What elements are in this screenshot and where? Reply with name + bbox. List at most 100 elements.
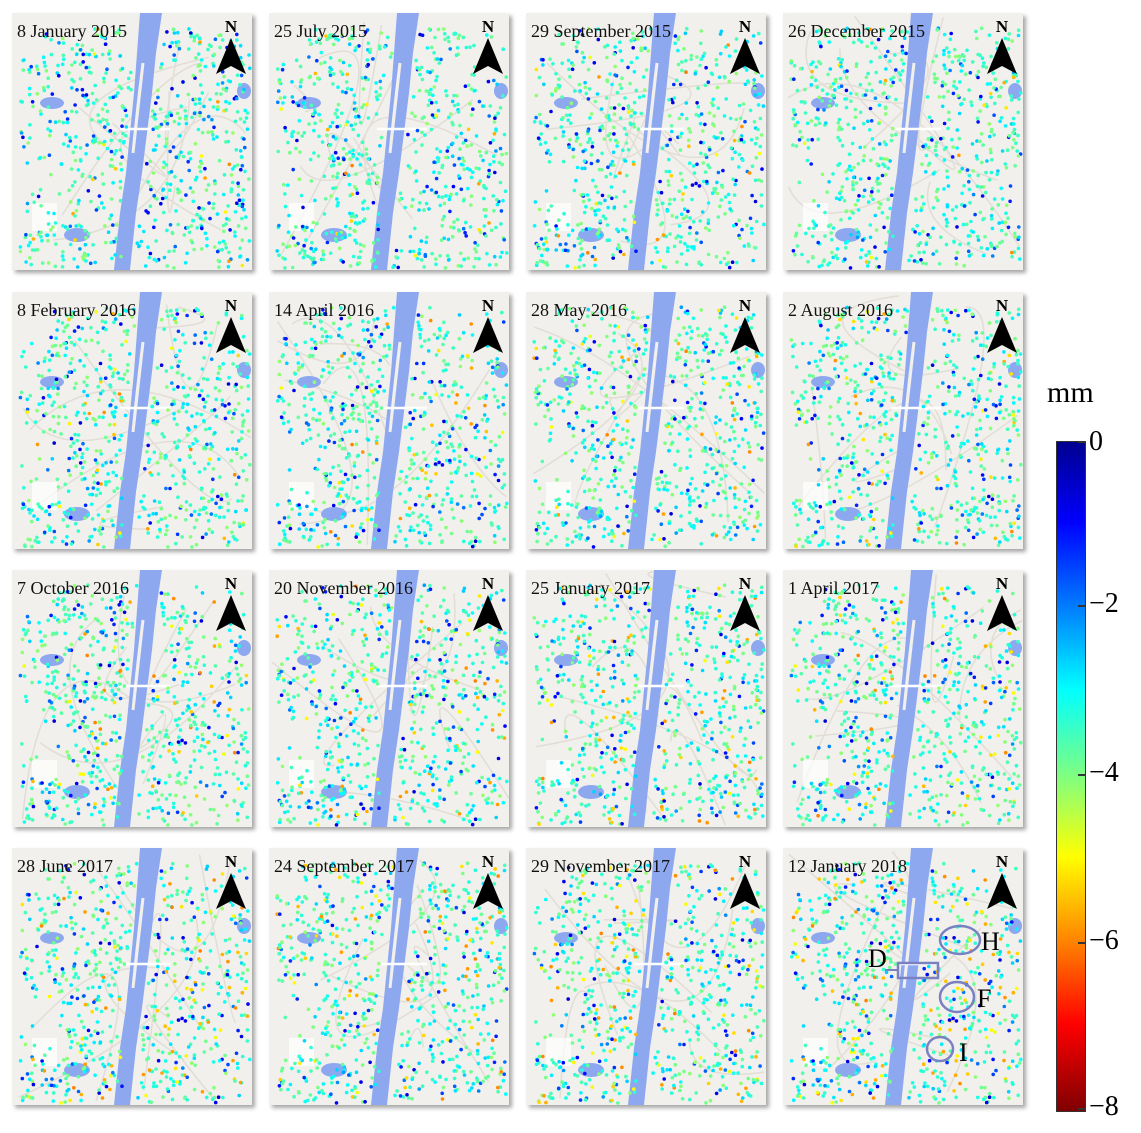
river-island xyxy=(131,341,145,433)
lake xyxy=(811,932,835,944)
panel-date-label: 29 September 2015 xyxy=(531,21,671,41)
north-arrow-icon: N xyxy=(730,575,760,637)
colorbar-tick xyxy=(1078,605,1086,607)
colorbar-tick xyxy=(1078,441,1086,443)
deformation-map xyxy=(532,292,766,549)
deformation-map xyxy=(271,570,509,827)
measurement-points xyxy=(532,862,766,1105)
north-arrow-icon: N xyxy=(987,18,1017,80)
north-arrow-icon: N xyxy=(730,853,760,915)
north-label: N xyxy=(995,296,1009,315)
north-label: N xyxy=(481,17,495,36)
river xyxy=(371,570,419,827)
river-island xyxy=(645,619,659,711)
north-arrow-icon: N xyxy=(473,18,503,80)
map-panel: 14 April 2016 N xyxy=(269,292,509,549)
measurement-points xyxy=(789,26,1023,270)
north-label: N xyxy=(738,852,752,871)
map-panel: 28 May 2016 N xyxy=(526,292,766,549)
lake xyxy=(237,362,251,378)
measurement-points xyxy=(789,305,1023,549)
river xyxy=(114,13,162,270)
lake xyxy=(554,97,578,109)
lake xyxy=(811,376,835,388)
north-arrow-icon: N xyxy=(987,297,1017,359)
north-label: N xyxy=(481,296,495,315)
annotation-label-h: H xyxy=(981,927,1000,956)
lake xyxy=(1008,362,1022,378)
panel-date-label: 24 September 2017 xyxy=(274,856,414,876)
north-arrow-icon: N xyxy=(216,18,246,80)
map-panel: 28 June 2017 N xyxy=(12,848,252,1105)
panel-date-label: 26 December 2015 xyxy=(788,21,925,41)
lake xyxy=(321,1063,347,1077)
north-label: N xyxy=(995,17,1009,36)
north-label: N xyxy=(481,852,495,871)
river xyxy=(628,292,676,549)
river-island xyxy=(388,341,402,433)
lake xyxy=(578,785,604,799)
colorbar-tick-label: 0 xyxy=(1089,426,1103,457)
north-arrow-icon: N xyxy=(216,297,246,359)
deformation-map xyxy=(789,570,1023,827)
colorbar-tick-label: −8 xyxy=(1089,1091,1119,1122)
north-arrow-icon: N xyxy=(216,575,246,637)
river-island xyxy=(645,341,659,433)
north-label: N xyxy=(995,574,1009,593)
river-island xyxy=(388,897,402,989)
north-arrow-icon: N xyxy=(473,853,503,915)
colorbar-unit: mm xyxy=(1047,376,1094,409)
river xyxy=(885,292,933,549)
deformation-map xyxy=(18,292,252,549)
map-panel: 1 April 2017 N xyxy=(783,570,1023,827)
lake xyxy=(494,640,508,656)
river xyxy=(114,848,162,1105)
north-arrow-icon: N xyxy=(473,575,503,637)
river xyxy=(628,848,676,1105)
north-arrow-icon: N xyxy=(987,575,1017,637)
river-island xyxy=(131,62,145,154)
colorbar-tick-label: −4 xyxy=(1089,757,1119,788)
deformation-map xyxy=(18,13,252,270)
deformation-map xyxy=(787,13,1023,270)
map-panel: 25 January 2017 N xyxy=(526,570,766,827)
measurement-points xyxy=(532,583,766,826)
colorbar-tick xyxy=(1078,774,1086,776)
deformation-map xyxy=(275,848,509,1105)
colorbar-tick-label: −2 xyxy=(1089,588,1119,619)
lake xyxy=(297,654,321,666)
lake xyxy=(1008,918,1022,934)
lake xyxy=(811,97,835,109)
panel-date-label: 7 October 2016 xyxy=(17,578,129,598)
deformation-map xyxy=(18,570,251,827)
lake xyxy=(297,932,321,944)
panel-date-label: 2 August 2016 xyxy=(788,300,894,320)
annotation-label-d: D xyxy=(868,944,887,973)
annotation-label-i: I xyxy=(959,1038,968,1067)
lake xyxy=(40,654,64,666)
river-island xyxy=(645,62,659,154)
river-island xyxy=(902,341,916,433)
lake xyxy=(835,228,861,242)
river xyxy=(371,848,419,1105)
river xyxy=(114,292,162,549)
colorbar xyxy=(1056,441,1086,1112)
map-panel: 24 September 2017 N xyxy=(269,848,509,1105)
lake xyxy=(554,654,578,666)
lake xyxy=(751,83,765,99)
measurement-points xyxy=(275,583,509,827)
north-label: N xyxy=(224,852,238,871)
map-panel: 8 February 2016 N xyxy=(12,292,252,549)
lake xyxy=(40,97,64,109)
lake xyxy=(237,918,251,934)
panel-date-label: 25 January 2017 xyxy=(531,578,650,598)
river xyxy=(371,292,419,549)
colorbar-tick-label: −6 xyxy=(1089,925,1119,956)
panel-date-label: 28 May 2016 xyxy=(531,300,627,320)
map-panel: 25 July 2015 N xyxy=(269,13,509,270)
lake xyxy=(64,228,90,242)
panel-date-label: 29 November 2017 xyxy=(531,856,670,876)
lake xyxy=(751,918,765,934)
measurement-points xyxy=(18,27,252,270)
panel-date-label: 25 July 2015 xyxy=(274,21,368,41)
